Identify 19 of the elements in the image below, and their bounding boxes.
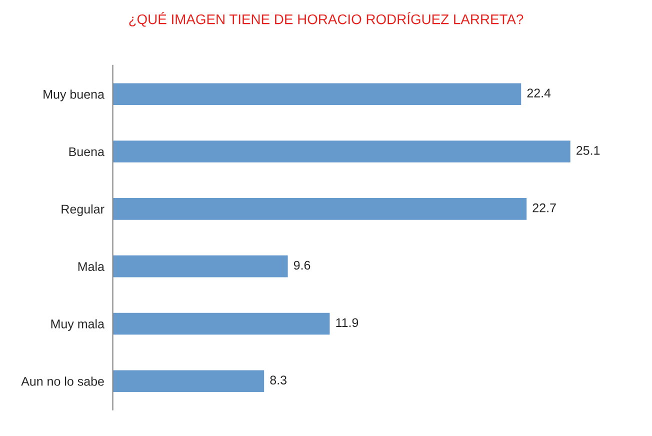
- data-label: 8.3: [270, 376, 286, 384]
- data-label: 9.6: [294, 260, 310, 270]
- y-tick-label: Regular: [62, 204, 104, 216]
- y-tick-label: Buena: [69, 147, 104, 156]
- bar: [112, 370, 264, 392]
- y-tick-label: Mala: [78, 262, 104, 271]
- bar: [112, 312, 330, 335]
- y-tick-label: Muy mala: [51, 319, 104, 331]
- bar: [112, 140, 570, 162]
- bar: [112, 198, 527, 220]
- chart-title: ¿QUÉ IMAGEN TIENE DE HORACIO RODRÍGUEZ LARRETA?: [129, 12, 524, 27]
- data-label: 22.7: [532, 203, 556, 212]
- bar: [112, 83, 522, 106]
- bar: [112, 255, 288, 278]
- data-label: 22.4: [527, 88, 551, 98]
- data-label: 11.9: [336, 318, 358, 328]
- data-label: 25.1: [576, 146, 600, 155]
- y-tick-label: Muy buena: [44, 90, 104, 102]
- y-tick-label: Aun no lo sabe: [21, 376, 104, 386]
